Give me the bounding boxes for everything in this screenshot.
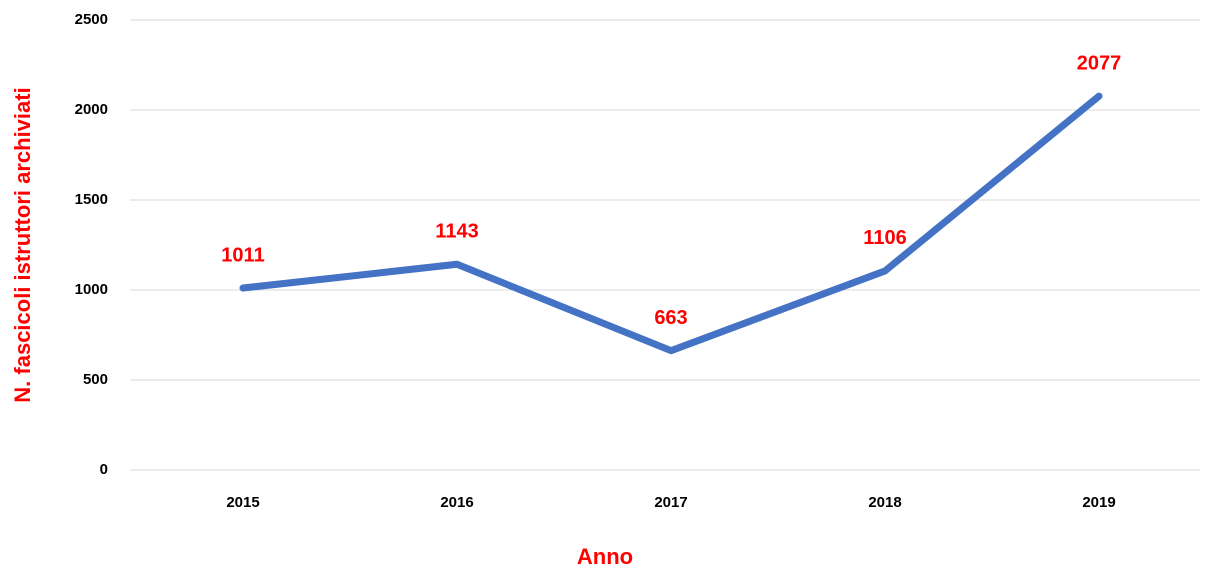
y-axis-title: N. fascicoli istruttori archiviati [10,87,35,402]
data-label: 2077 [1077,52,1122,74]
x-tick-label: 2019 [1082,494,1115,511]
y-tick-label: 0 [100,461,108,478]
x-axis-title: Anno [577,544,633,569]
data-label: 1011 [221,244,264,266]
data-label: 1143 [435,221,478,243]
x-tick-label: 2016 [440,494,473,511]
data-label: 663 [654,307,687,329]
y-tick-label: 1000 [75,281,108,298]
y-tick-label: 500 [83,371,108,388]
x-tick-label: 2017 [654,494,687,511]
data-label: 1106 [863,227,906,249]
y-tick-label: 2000 [75,101,108,118]
x-tick-label: 2018 [868,494,901,511]
y-tick-label: 1500 [75,191,108,208]
x-tick-label: 2015 [226,494,259,511]
line [239,92,1103,355]
y-tick-label: 2500 [75,11,108,28]
